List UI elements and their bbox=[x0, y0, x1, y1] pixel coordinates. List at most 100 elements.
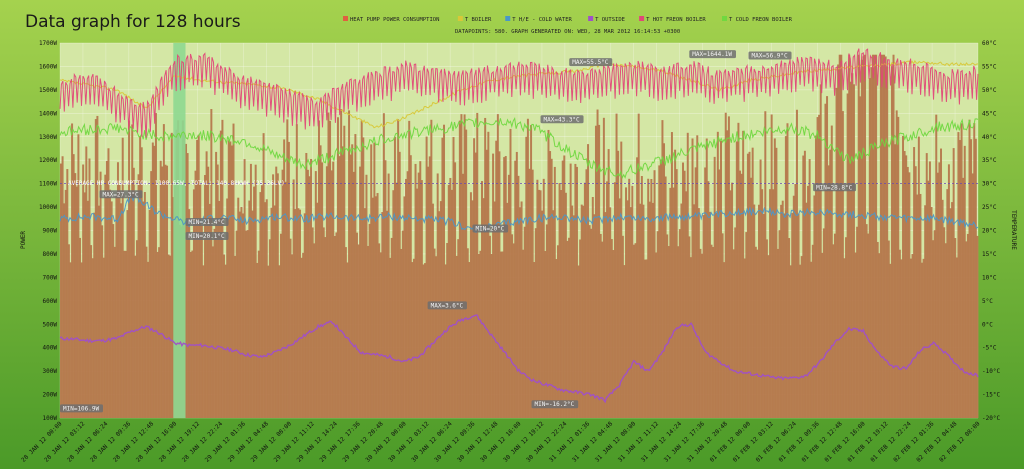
power-bar bbox=[824, 103, 827, 418]
power-bar bbox=[420, 180, 423, 418]
power-bar bbox=[403, 196, 406, 418]
annotation-box bbox=[60, 404, 103, 413]
power-bar bbox=[911, 254, 914, 418]
legend-swatch-2 bbox=[505, 16, 511, 21]
power-bar bbox=[849, 81, 852, 418]
y-tick-right: 25°C bbox=[982, 204, 997, 211]
power-bar bbox=[883, 54, 886, 418]
power-bar bbox=[625, 187, 628, 418]
power-bar bbox=[865, 224, 868, 418]
power-bar bbox=[295, 124, 298, 419]
power-bar bbox=[935, 114, 938, 419]
power-bar bbox=[517, 175, 520, 418]
power-bar bbox=[199, 184, 202, 418]
power-bar bbox=[807, 185, 810, 418]
power-bar bbox=[732, 249, 735, 418]
power-bar bbox=[370, 144, 373, 418]
power-bar bbox=[278, 265, 281, 418]
annotation-box bbox=[99, 190, 143, 199]
power-bar bbox=[843, 258, 846, 418]
power-bar bbox=[387, 173, 390, 418]
power-bar bbox=[346, 262, 349, 418]
power-bar bbox=[427, 166, 430, 418]
power-bar bbox=[960, 123, 963, 419]
power-bar bbox=[716, 131, 719, 418]
power-bar bbox=[770, 114, 773, 418]
power-bar bbox=[213, 228, 216, 418]
power-bar bbox=[126, 210, 129, 418]
power-bar bbox=[903, 151, 906, 419]
power-bar bbox=[870, 67, 873, 418]
annotation-box bbox=[813, 183, 857, 192]
power-bar bbox=[232, 123, 235, 418]
power-bar bbox=[876, 241, 879, 418]
power-bar bbox=[583, 182, 586, 418]
power-bar bbox=[376, 193, 379, 418]
power-bar bbox=[104, 174, 107, 418]
power-bar bbox=[338, 156, 341, 418]
power-bar bbox=[618, 198, 621, 418]
power-bar bbox=[224, 264, 227, 418]
power-bar bbox=[327, 112, 330, 419]
legend-entry-5: T COLD FREON BOILER bbox=[729, 17, 793, 23]
power-bar bbox=[500, 251, 502, 418]
power-bar bbox=[319, 145, 322, 418]
power-bar bbox=[928, 161, 931, 419]
power-bar bbox=[405, 178, 408, 418]
power-bar bbox=[894, 144, 897, 418]
power-bar bbox=[390, 237, 393, 418]
power-bar bbox=[261, 185, 263, 418]
power-bar bbox=[579, 239, 582, 418]
power-bar bbox=[697, 208, 700, 418]
y-tick-right: -20°C bbox=[982, 415, 1000, 422]
power-bar bbox=[240, 206, 243, 418]
power-bar bbox=[101, 225, 104, 418]
power-bar bbox=[974, 138, 977, 418]
power-bar bbox=[110, 201, 113, 418]
power-bar bbox=[72, 154, 75, 418]
power-bar bbox=[324, 237, 327, 418]
annotation-box bbox=[185, 232, 229, 241]
power-bar bbox=[397, 119, 400, 419]
power-bar bbox=[495, 140, 498, 418]
power-bar bbox=[629, 207, 632, 418]
y-tick-right: 50°C bbox=[982, 87, 997, 94]
power-bar bbox=[262, 133, 265, 418]
power-bar bbox=[889, 263, 892, 418]
power-bar bbox=[753, 204, 756, 418]
power-bar bbox=[947, 164, 950, 418]
power-bar bbox=[610, 239, 613, 418]
power-bar bbox=[606, 181, 609, 418]
power-bar bbox=[966, 233, 969, 418]
power-bar bbox=[927, 180, 930, 418]
power-bar bbox=[651, 202, 654, 418]
power-bar bbox=[708, 211, 711, 418]
power-bar bbox=[788, 238, 791, 418]
power-bar bbox=[661, 120, 664, 419]
power-bar bbox=[702, 215, 705, 418]
y-tick-left: 1200W bbox=[39, 157, 57, 164]
y-tick-right: 40°C bbox=[982, 134, 997, 141]
power-bar bbox=[860, 59, 863, 419]
power-bar bbox=[822, 228, 825, 418]
power-bar bbox=[594, 125, 597, 418]
power-bar bbox=[757, 204, 760, 418]
power-bar bbox=[308, 176, 311, 418]
annotation-label: MAX=27.3°C bbox=[102, 191, 139, 198]
power-bar bbox=[623, 265, 626, 418]
power-bar bbox=[115, 195, 118, 418]
power-bar bbox=[659, 159, 662, 419]
power-bar bbox=[746, 153, 749, 418]
power-bar bbox=[924, 205, 927, 418]
power-bar bbox=[107, 148, 110, 418]
power-bar bbox=[268, 239, 271, 418]
y-tick-left: 700W bbox=[43, 274, 58, 281]
power-bar bbox=[577, 265, 580, 418]
power-bar bbox=[257, 250, 260, 418]
power-bar bbox=[192, 189, 195, 418]
power-bar bbox=[704, 167, 707, 418]
power-bar bbox=[368, 223, 371, 418]
power-bar bbox=[769, 189, 772, 418]
power-bar bbox=[672, 187, 675, 418]
